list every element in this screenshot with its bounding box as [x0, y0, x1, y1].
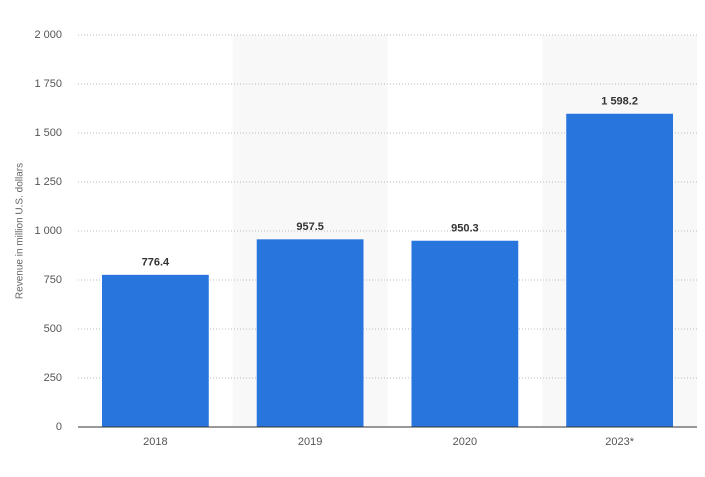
bar: [411, 240, 519, 427]
x-tick-label: 2019: [298, 436, 322, 448]
y-axis-label: Revenue in million U.S. dollars: [15, 163, 26, 299]
value-label: 776.4: [142, 257, 170, 269]
bar: [256, 239, 364, 427]
y-tick-label: 1 000: [34, 225, 62, 237]
value-label: 1 598.2: [601, 96, 638, 108]
x-tick-label: 2023*: [605, 436, 634, 448]
bar: [566, 113, 674, 427]
y-tick-label: 1 500: [34, 127, 62, 139]
value-label: 950.3: [451, 223, 479, 235]
x-tick-label: 2018: [143, 436, 167, 448]
y-tick-label: 1 250: [34, 176, 62, 188]
x-tick-label: 2020: [453, 436, 477, 448]
value-label: 957.5: [296, 221, 324, 233]
bar: [101, 274, 209, 427]
y-tick-label: 2 000: [34, 29, 62, 41]
y-tick-label: 250: [44, 372, 62, 384]
y-tick-label: 0: [56, 421, 62, 433]
y-tick-label: 500: [44, 323, 62, 335]
y-tick-label: 750: [44, 274, 62, 286]
y-tick-label: 1 750: [34, 78, 62, 90]
